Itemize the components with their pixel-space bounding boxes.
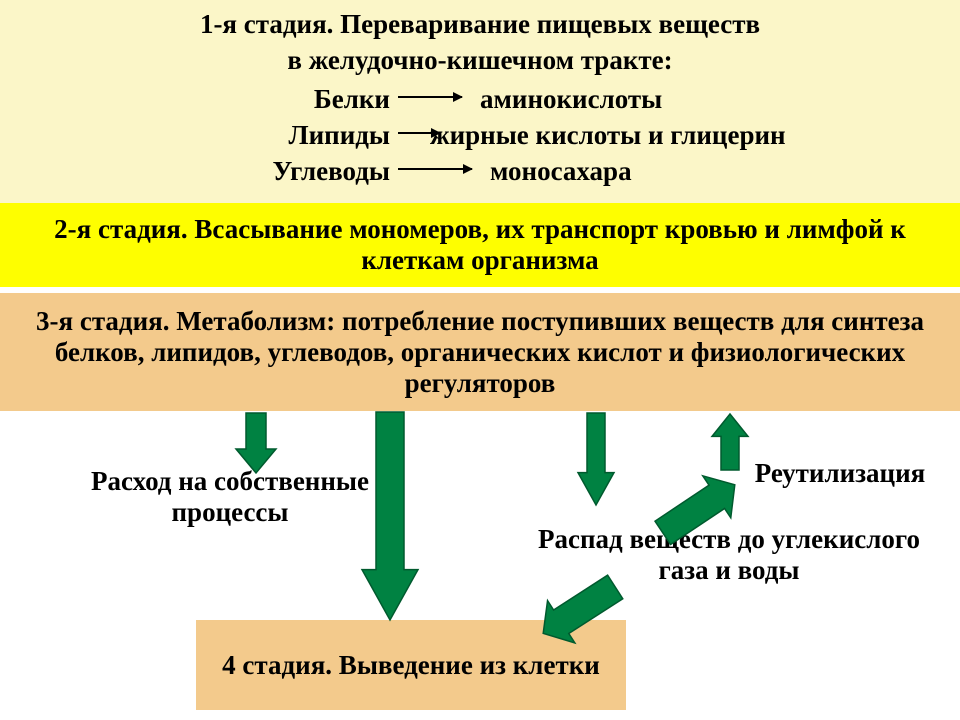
row-left: Белки [314,81,390,117]
arrow-up-icon [712,414,748,470]
stage-1-rows: Белки аминокислоты Липиды жирные кислоты… [0,81,960,189]
row-left: Углеводы [273,153,390,189]
stage-1-row: Липиды жирные кислоты и глицерин [0,117,960,153]
arrow-down-icon [236,413,276,473]
label-reuse-text: Реутилизация [755,458,926,488]
stage-1-title-line1: 1-я стадия. Переваривание пищевых вещест… [0,6,960,42]
stage-1-row: Белки аминокислоты [0,81,960,117]
row-right: аминокислоты [480,81,662,117]
row-right: моносахара [490,153,632,189]
stage-1-title-line2: в желудочно-кишечном тракте: [0,42,960,78]
stage-2-text: 2-я стадия. Всасывание мономеров, их тра… [24,214,936,276]
stage-1: 1-я стадия. Переваривание пищевых вещест… [0,0,960,205]
stage-1-title: 1-я стадия. Переваривание пищевых вещест… [0,6,960,79]
arrow-right-icon [398,96,462,98]
arrow-diag-icon [652,480,742,540]
arrow-right-icon [398,132,440,134]
arrow-diag-icon [536,580,626,638]
arrow-right-icon [398,168,472,170]
row-left: Липиды [288,117,390,153]
arrow-down-icon [578,413,614,505]
arrow-down-icon [362,412,418,620]
row-right: жирные кислоты и глицерин [430,117,786,153]
stage-2: 2-я стадия. Всасывание мономеров, их тра… [0,203,960,287]
stage-4-text: 4 стадия. Выведение из клетки [222,650,600,681]
label-right-top: Реутилизация [740,458,940,489]
stage-1-row: Углеводы моносахара [0,153,960,189]
label-left-text: Расход на собственные процессы [91,466,369,527]
stage-3-text: 3-я стадия. Метаболизм: потребление пост… [18,306,942,399]
label-left: Расход на собственные процессы [60,466,400,528]
stage-3: 3-я стадия. Метаболизм: потребление пост… [0,293,960,411]
